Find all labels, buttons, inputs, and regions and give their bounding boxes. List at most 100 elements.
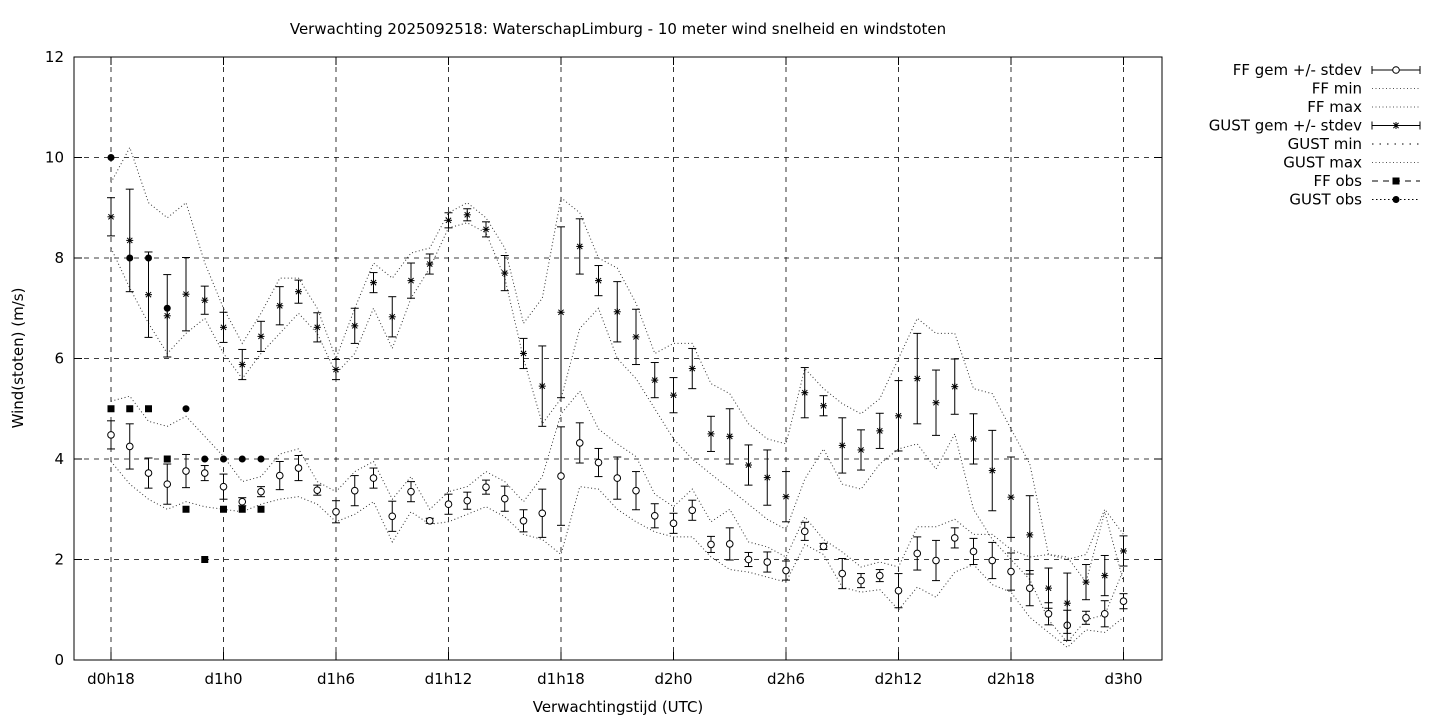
star-stroke (558, 309, 564, 316)
gust-mean-point (1007, 493, 1015, 501)
gust-mean-point (913, 375, 921, 383)
star-stroke (576, 243, 583, 250)
gust-mean-point (426, 260, 434, 268)
ff-obs-point (220, 505, 227, 513)
ff-mean-point (688, 506, 697, 515)
ff-mean-point (875, 571, 884, 580)
star-stroke (651, 377, 658, 384)
gust-max-line (110, 146, 1124, 561)
star-stroke (708, 430, 714, 437)
star-stroke (970, 435, 977, 442)
ff-mean-point (257, 487, 265, 496)
gust-mean-point (257, 332, 265, 340)
x-tick-label: d1h18 (537, 670, 585, 688)
gust-mean-point (876, 427, 884, 435)
star-stroke (333, 366, 339, 373)
star-stroke (145, 291, 152, 298)
ff-obs-point (145, 405, 152, 413)
ff-mean-point (557, 472, 565, 480)
x-tick-label: d2h0 (654, 670, 692, 688)
gust-mean-point (238, 361, 246, 369)
star-stroke (820, 402, 827, 409)
ff-mean-point (482, 483, 490, 491)
star-stroke (839, 442, 846, 449)
star-stroke (1026, 531, 1033, 538)
gust-obs-point (107, 154, 115, 161)
gust-mean-point (351, 322, 359, 330)
gust-mean-point (182, 290, 190, 298)
x-tick-label: d1h0 (204, 670, 242, 688)
gust-mean-point (670, 391, 677, 399)
x-tick-label: d0h18 (87, 670, 135, 688)
star-stroke (801, 389, 808, 396)
ff-mean-point (444, 500, 453, 509)
gust-mean-point (632, 333, 640, 341)
ff-mean-point (388, 512, 397, 521)
legend-label: FF min (1312, 80, 1362, 98)
star-stroke (989, 467, 996, 474)
ff-mean-point (200, 469, 209, 477)
gust-mean-point (595, 277, 602, 285)
ff-mean-point (725, 540, 734, 548)
star-stroke (314, 324, 321, 331)
y-tick-label: 8 (54, 249, 64, 267)
ff-obs-point (257, 505, 265, 513)
ff-mean-point (857, 576, 865, 585)
ff-mean-point (313, 486, 322, 494)
x-tick-label: d3h0 (1104, 670, 1142, 688)
y-tick-label: 0 (54, 651, 64, 669)
ff-mean-point (894, 586, 903, 595)
gust-mean-point (520, 349, 527, 357)
gust-mean-point (1063, 599, 1071, 607)
ff-min-curve (110, 461, 1124, 649)
ff-mean-point (1025, 584, 1034, 592)
gust-mean-point (651, 376, 659, 384)
legend-label: FF obs (1313, 172, 1362, 190)
ff-obs-series (107, 405, 265, 563)
gust-min-curve (110, 222, 1124, 644)
ff-mean-point (613, 474, 622, 482)
gust-mean-point (220, 323, 227, 331)
ff-mean-point (782, 566, 790, 575)
ff-mean-point (800, 527, 809, 536)
gust-mean-point (707, 430, 715, 438)
x-axis-label: Verwachtingstijd (UTC) (533, 698, 704, 716)
star-stroke (670, 392, 677, 399)
star-stroke (633, 333, 639, 340)
star-stroke (201, 297, 208, 304)
ff-mean-point (744, 555, 753, 564)
star-stroke (164, 312, 171, 319)
gust-mean-point (1045, 584, 1052, 592)
star-stroke (745, 462, 752, 468)
star-stroke (951, 383, 958, 390)
star-stroke (483, 226, 489, 233)
star-stroke (445, 217, 452, 224)
legend-label: GUST max (1283, 154, 1362, 172)
ff-mean-point (350, 486, 359, 495)
ff-obs-point (238, 505, 246, 513)
ff-mean-point (519, 517, 528, 525)
ff-mean-point (107, 431, 115, 439)
gust-mean-point (145, 291, 152, 299)
gust-mean-point (782, 493, 790, 501)
x-tick-label: d1h6 (317, 670, 355, 688)
legend-star-marker (1392, 122, 1400, 129)
gust-mean-point (445, 216, 452, 224)
star-stroke (914, 375, 921, 382)
gust-mean-point (1082, 578, 1090, 586)
gust-obs-point (201, 455, 209, 463)
gust-mean-point (126, 236, 134, 244)
gust-obs-point (238, 455, 246, 463)
gust-mean-point (501, 269, 509, 277)
legend-label: FF gem +/- stdev (1233, 61, 1362, 79)
y-gridlines (74, 157, 1162, 560)
gust-mean-point (576, 242, 584, 250)
gust-mean-point (370, 279, 377, 287)
gust-mean-point (482, 225, 490, 233)
chart-title: Verwachting 2025092518: WaterschapLimbur… (290, 20, 946, 38)
star-stroke (295, 288, 302, 295)
star-stroke (501, 270, 508, 277)
x-tick-label: d2h12 (875, 670, 923, 688)
star-stroke (1008, 494, 1014, 501)
